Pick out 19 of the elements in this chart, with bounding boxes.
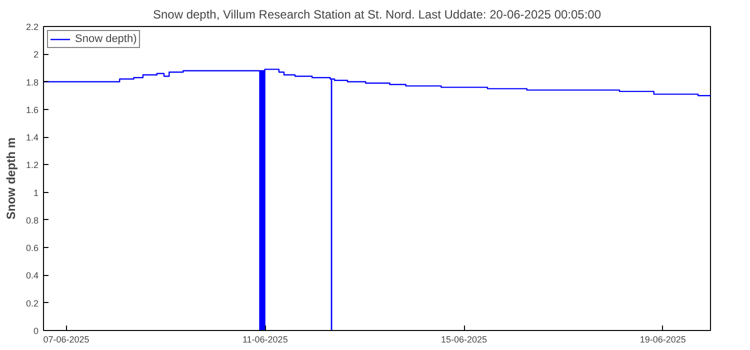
x-tick-label: 11-06-2025 — [242, 334, 288, 344]
y-tick-label: 0 — [33, 326, 39, 336]
chart-title: Snow depth, Villum Research Station at St. Nord. Last Uddate: 20-06-2025 00:05:00 — [152, 8, 602, 22]
x-tick-label: 15-06-2025 — [440, 334, 488, 344]
y-axis-title: Snow depth m — [4, 138, 18, 220]
y-tick-label: 0.6 — [26, 243, 39, 254]
y-tick-label: 1.8 — [26, 77, 39, 88]
y-tick-label: 1.6 — [26, 104, 39, 115]
y-tick-label: 2 — [33, 50, 39, 60]
y-tick-label: 1 — [33, 188, 39, 198]
x-tick-label: 19-06-2025 — [640, 334, 686, 344]
y-tick-label: 1.4 — [26, 132, 39, 143]
y-tick-label: 1.2 — [26, 160, 39, 170]
y-tick-label: 0.8 — [26, 215, 39, 226]
legend-label: Snow depth) — [75, 33, 137, 45]
x-tick-label: 07-06-2025 — [43, 334, 90, 344]
y-tick-label: 0.2 — [26, 298, 39, 308]
y-tick-label: 0.4 — [26, 270, 39, 281]
y-tick-label: 2.2 — [26, 22, 39, 32]
